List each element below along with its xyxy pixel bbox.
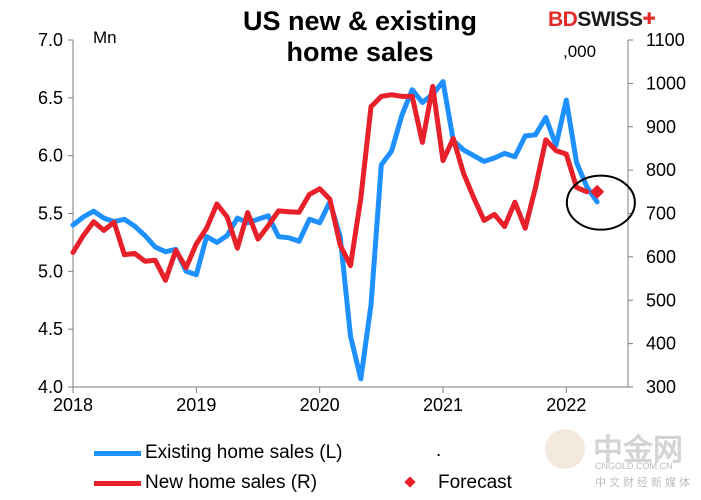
legend-forecast-marker — [404, 476, 416, 488]
right-axis-unit: ,000 — [563, 42, 597, 61]
legend-new: New home sales (R) — [94, 472, 394, 496]
left-axis-tick-label: 6.0 — [38, 146, 63, 166]
chart-title: US new & existing home sales — [205, 6, 515, 68]
chart-title-line-1: US new & existing — [242, 6, 478, 36]
forecast-marker — [590, 184, 605, 199]
left-axis-tick-label: 5.0 — [38, 261, 63, 281]
right-axis-tick-label: 1100 — [646, 30, 685, 50]
right-axis-tick-label: 1000 — [646, 73, 686, 93]
right-axis-tick-label: 800 — [646, 160, 676, 180]
legend-forecast: Forecast — [404, 472, 534, 496]
chart-title-line-2: home sales — [286, 37, 434, 67]
watermark-subtitle: 中文财经新媒体 — [595, 477, 693, 489]
logo-text-swiss: SWISS — [577, 8, 643, 31]
legend-new-label: New home sales (R) — [145, 472, 318, 493]
right-axis-tick-label: 400 — [646, 334, 676, 354]
left-axis-unit: Mn — [93, 28, 117, 47]
left-axis-tick-label: 7.0 — [38, 30, 63, 50]
new-home-sales-line — [70, 83, 590, 283]
forecast-highlight-circle — [565, 174, 636, 231]
legend-spacer-dot: . — [436, 440, 442, 461]
left-axis-tick-label: 5.5 — [38, 204, 63, 224]
bdswiss-logo: BDSWISS✚ — [548, 8, 656, 32]
watermark-name: 中金网 — [593, 434, 683, 467]
x-axis-tick-label: 2020 — [300, 395, 340, 415]
watermark-url: CNGOLD.COM.CN — [595, 461, 673, 471]
legend-existing: Existing home sales (L) — [94, 442, 394, 466]
legend-existing-swatch — [94, 451, 141, 456]
right-axis-tick-label: 600 — [646, 247, 676, 267]
x-axis-tick-label: 2022 — [546, 395, 586, 415]
legend-new-swatch — [94, 481, 141, 486]
watermark-logo-icon — [545, 429, 585, 469]
right-axis-tick-label: 700 — [646, 204, 676, 224]
right-axis-tick-label: 300 — [646, 377, 676, 397]
plot-series — [70, 79, 636, 382]
plot-axes: 4.0 4.5 5.0 5.5 6.0 6.5 7.0 300 400 500 600 700 800 9… — [38, 30, 686, 415]
logo-cross-icon: ✚ — [642, 11, 656, 28]
logo-text-bd: BD — [548, 8, 578, 31]
cngold-watermark: 中金网 CNGOLD.COM.CN 中文财经新媒体 — [545, 425, 695, 495]
x-axis-tick-label: 2019 — [176, 395, 216, 415]
right-axis-tick-label: 900 — [646, 117, 676, 137]
left-axis-tick-label: 6.5 — [38, 88, 63, 108]
x-axis-tick-label: 2018 — [53, 395, 93, 415]
right-axis-tick-label: 500 — [646, 290, 676, 310]
legend-forecast-label: Forecast — [438, 472, 512, 493]
left-axis-tick-label: 4.5 — [38, 319, 63, 339]
x-axis-tick-label: 2021 — [423, 395, 463, 415]
left-axis-tick-label: 4.0 — [38, 377, 63, 397]
legend-existing-label: Existing home sales (L) — [145, 442, 343, 463]
